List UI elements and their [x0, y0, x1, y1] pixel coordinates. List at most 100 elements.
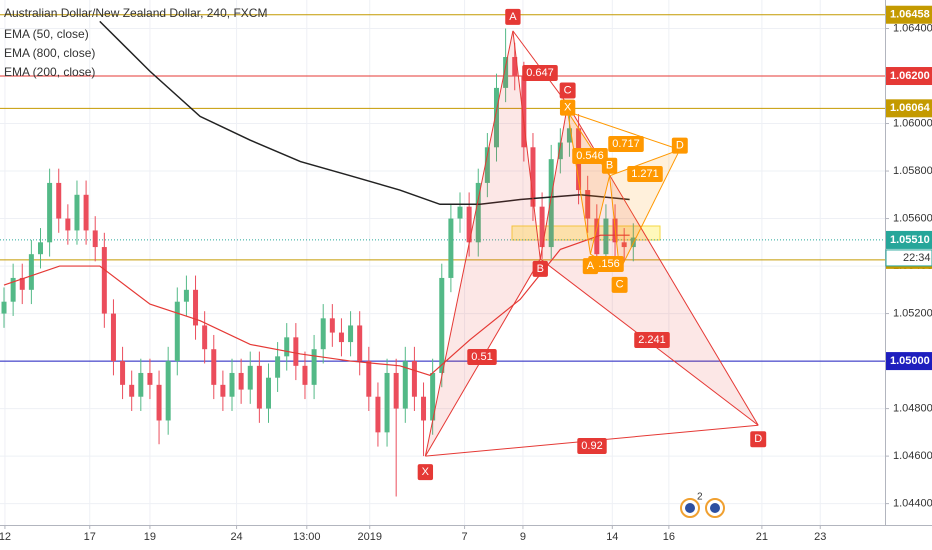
- candle-body: [193, 289, 199, 326]
- candle-body: [557, 142, 563, 160]
- point-label-bg: [505, 8, 521, 25]
- ratio-label: 0.92: [581, 440, 602, 452]
- pattern-leg: [512, 30, 541, 259]
- price-label-bg: [886, 99, 932, 118]
- candle-body: [247, 365, 253, 390]
- countdown: 22:34: [903, 252, 931, 264]
- candle-body: [366, 361, 372, 397]
- candle-body: [466, 206, 472, 243]
- candle-body: [539, 206, 545, 248]
- candle-body: [357, 325, 363, 362]
- candle-body: [548, 159, 554, 248]
- candle-body: [430, 372, 436, 421]
- candle-body: [19, 277, 25, 290]
- candle-body: [138, 372, 144, 397]
- point-label: D: [676, 140, 684, 152]
- plot-area: 0.647 0.51 2.241 0.92 X A B C D 0.546 1.156 0.717 1.…: [0, 0, 885, 525]
- pattern-fill: [425, 30, 541, 457]
- candle-body: [439, 277, 445, 373]
- candle-body: [265, 377, 271, 409]
- price-label-bg: [886, 230, 932, 249]
- ratio-label: 2.241: [638, 334, 666, 346]
- event-flag: [685, 503, 695, 513]
- point-label: C: [564, 84, 572, 96]
- pattern-leg: [609, 149, 680, 177]
- y-tick-label: 1.04400: [893, 498, 932, 510]
- candle-body: [47, 182, 53, 243]
- candle-body: [202, 325, 208, 350]
- candle-body: [329, 318, 335, 333]
- candle-body: [229, 372, 235, 397]
- x-tick-label: 17: [84, 531, 96, 543]
- ratio-label: 0.51: [471, 351, 492, 363]
- candle-body: [37, 242, 43, 255]
- ratio-label-bg: [522, 65, 558, 81]
- price-label: 1.05510: [890, 234, 930, 246]
- candle-body: [512, 57, 518, 77]
- candle-body: [293, 337, 299, 366]
- candle-body: [375, 396, 381, 433]
- candle-body: [183, 289, 189, 302]
- y-tick-label: 1.05200: [893, 307, 932, 319]
- legend: Australian Dollar/New Zealand Dollar, 24…: [4, 6, 267, 79]
- x-tick-label: 7: [462, 531, 468, 543]
- point-label-bg: [559, 99, 576, 116]
- price-label: 1.06064: [890, 102, 931, 114]
- patterns: 0.647 0.51 2.241 0.92 X A B C D 0.546 1.156 0.717 1.…: [417, 8, 767, 481]
- candle-body: [348, 325, 354, 343]
- price-label: 1.06458: [890, 9, 930, 21]
- pattern-leg: [619, 149, 681, 272]
- point-label: C: [616, 279, 624, 291]
- ratio-label-bg: [608, 136, 644, 152]
- point-label-bg: [750, 431, 767, 448]
- ratio-label: 0.717: [612, 138, 640, 150]
- pattern-fill: [540, 104, 759, 426]
- point-label: X: [564, 102, 572, 114]
- x-tick-label: 16: [663, 531, 675, 543]
- candle-body: [302, 365, 308, 385]
- point-label-bg: [559, 82, 576, 99]
- candle-body: [65, 218, 71, 231]
- y-tick-label: 1.05600: [893, 212, 932, 224]
- pattern-leg: [609, 175, 621, 271]
- price-label: 1.05000: [890, 355, 930, 367]
- x-tick-label: 14: [606, 531, 618, 543]
- event-count: 2: [697, 492, 703, 503]
- y-tick-label: 1.04800: [893, 403, 932, 415]
- pattern-leg: [539, 104, 569, 260]
- y-tick-label: 1.04600: [893, 450, 932, 462]
- candle-body: [110, 313, 116, 362]
- point-label-bg: [671, 137, 688, 154]
- legend-entry: EMA (800, close): [4, 46, 95, 60]
- candle-body: [56, 182, 62, 219]
- candle-body: [384, 372, 390, 433]
- chart-title: Australian Dollar/New Zealand Dollar, 24…: [4, 6, 267, 20]
- candle-body: [165, 361, 171, 421]
- candle-body: [566, 128, 572, 143]
- x-tick-label: 23: [814, 531, 826, 543]
- x-tick-label: 12: [0, 531, 11, 543]
- pattern-leg: [567, 111, 680, 151]
- candle-body: [421, 396, 427, 421]
- legend-entry: EMA (50, close): [4, 27, 89, 41]
- ratio-label: 0.546: [576, 150, 604, 162]
- event-badges: 2: [680, 492, 725, 518]
- candle-body: [402, 361, 408, 409]
- candle-body: [120, 361, 126, 385]
- candle-body: [493, 87, 499, 148]
- ratio-label: 0.647: [526, 67, 554, 79]
- x-tick-label: 24: [230, 531, 242, 543]
- candle-body: [10, 277, 16, 302]
- axes: 1.044001.046001.048001.050001.052001.054…: [0, 5, 932, 543]
- candle-body: [320, 318, 326, 350]
- point-label-bg: [582, 258, 599, 275]
- price-label-bg: [886, 352, 932, 371]
- ratio-label-bg: [572, 148, 608, 164]
- candle-body: [256, 365, 262, 409]
- candle-body: [1, 301, 7, 314]
- countdown-bg: [885, 249, 932, 267]
- candle-body: [174, 301, 180, 362]
- candle-body: [603, 218, 609, 255]
